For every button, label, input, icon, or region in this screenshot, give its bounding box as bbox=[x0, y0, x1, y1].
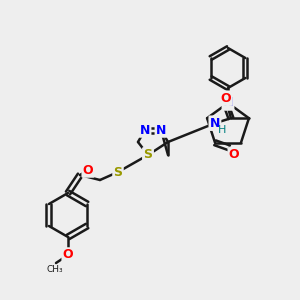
Text: N: N bbox=[223, 97, 233, 110]
Text: N: N bbox=[210, 117, 220, 130]
Text: O: O bbox=[83, 164, 93, 176]
Text: H: H bbox=[218, 125, 226, 135]
Text: S: S bbox=[143, 148, 152, 161]
Text: CH₃: CH₃ bbox=[47, 265, 63, 274]
Text: S: S bbox=[143, 148, 152, 161]
Text: O: O bbox=[229, 148, 239, 161]
Text: N: N bbox=[140, 124, 150, 136]
Text: S: S bbox=[113, 166, 122, 178]
Text: O: O bbox=[63, 248, 73, 262]
Text: N: N bbox=[156, 124, 166, 136]
Text: O: O bbox=[220, 92, 231, 105]
